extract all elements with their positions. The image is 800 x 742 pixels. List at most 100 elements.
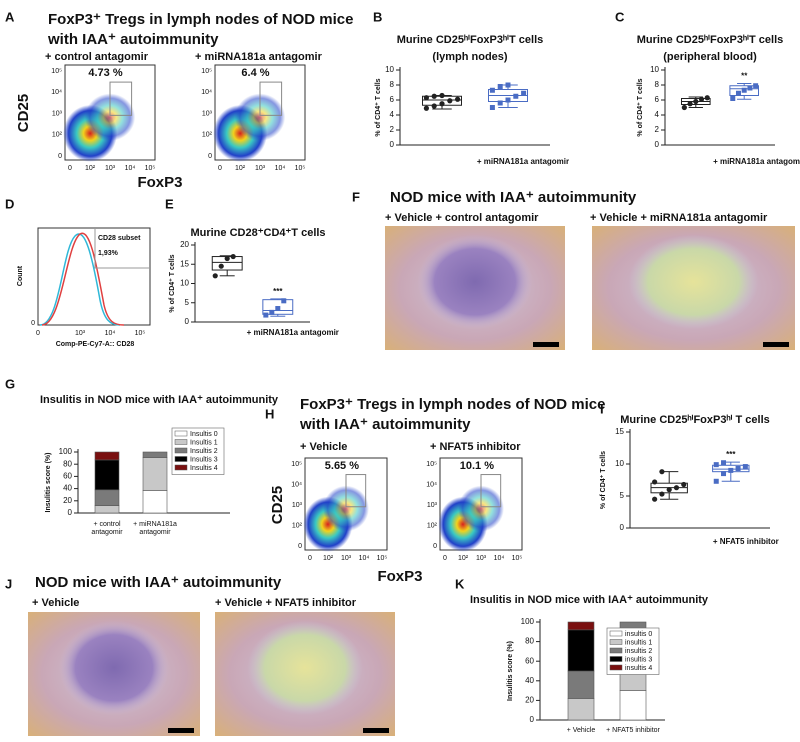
panel-label: H [265, 406, 274, 421]
panel-label: K [455, 576, 465, 591]
hist-x-tick: 10³ [75, 330, 86, 337]
data-point [269, 309, 275, 315]
flow-y-tick: 10² [427, 522, 438, 529]
flow-x-tick: 10³ [255, 165, 266, 172]
data-point [275, 306, 281, 312]
flow-x-tick: 10³ [105, 165, 116, 172]
data-point [721, 471, 727, 477]
bar-segment [94, 459, 120, 491]
x-tick-label: antagomir [91, 529, 123, 536]
chart-title: Murine CD25ʰⁱFoxP3ʰⁱT cells [397, 33, 544, 46]
chart-title: (peripheral blood) [663, 51, 757, 63]
legend-swatch [609, 639, 623, 645]
y-axis-label: % of CD4⁺ T cells [637, 78, 644, 136]
data-point [447, 98, 453, 104]
bar-segment [567, 698, 595, 721]
y-tick-label: 10 [385, 65, 394, 74]
y-tick-label: 20 [63, 496, 72, 505]
flow-y-tick: 0 [208, 153, 212, 160]
y-tick-label: 60 [63, 472, 72, 481]
axis [399, 67, 550, 146]
y-tick-label: 10 [650, 65, 659, 74]
gate [259, 81, 283, 116]
axis-label: FoxP3 [377, 568, 422, 585]
flow-x-tick: 10⁵ [295, 165, 306, 172]
y-tick-label: 80 [525, 637, 534, 646]
condition-label: + Vehicle + control antagomir [385, 212, 539, 224]
y-tick-label: 5 [185, 298, 190, 307]
bar-segment [567, 629, 595, 672]
chart-title: (lymph nodes) [432, 51, 508, 63]
flow-x-tick: 0 [218, 165, 222, 172]
legend-swatch [174, 464, 188, 471]
data-point [263, 312, 269, 318]
flow-y-tick: 10⁵ [201, 68, 212, 75]
y-tick-label: 0 [655, 140, 660, 149]
flow-y-tick: 0 [58, 153, 62, 160]
panel-label: E [165, 196, 174, 211]
flow-y-tick: 10² [202, 132, 213, 139]
data-point [730, 96, 736, 101]
flow-x-tick: 10⁴ [359, 555, 370, 562]
flow-x-tick: 10⁵ [377, 555, 388, 562]
data-point [513, 93, 519, 99]
gate-percent: 6.4 % [241, 67, 269, 79]
y-axis-label: % of CD4⁺ T cells [375, 78, 382, 136]
flow-y-tick: 10⁴ [201, 89, 212, 96]
data-point [659, 491, 665, 497]
hist-gate [94, 228, 150, 269]
flow-x-tick: 10⁴ [494, 555, 505, 562]
flow-y-tick: 10² [52, 132, 63, 139]
x-tick-label: + NFAT5 inhibitor [606, 727, 660, 734]
flow-x-tick: 10⁴ [275, 165, 286, 172]
bar-segment [142, 451, 168, 458]
data-point [659, 469, 665, 475]
data-point [431, 93, 437, 99]
legend-label: Insultis 2 [190, 448, 218, 455]
data-point [281, 298, 287, 304]
data-point [747, 85, 753, 91]
bar-segment [94, 451, 120, 461]
panel-title: NOD mice with IAA⁺ autoimmunity [390, 189, 637, 206]
gate-percent: 5.65 % [325, 460, 359, 472]
data-point [439, 101, 445, 107]
legend-swatch [174, 456, 188, 462]
panel-title: FoxP3⁺ Tregs in lymph nodes of NOD mice [300, 396, 605, 413]
axis [629, 429, 770, 529]
flow-y-tick: 10⁵ [426, 461, 437, 468]
data-point [735, 465, 741, 471]
flow-y-tick: 10⁵ [291, 461, 302, 468]
data-point [721, 460, 727, 466]
condition-label: + Vehicle + miRNA181a antagomir [590, 212, 768, 224]
flow-density [84, 93, 136, 141]
hist-frame [37, 227, 151, 326]
panel-label: J [5, 576, 12, 591]
islet [628, 234, 759, 329]
legend-label: insultis 4 [625, 665, 652, 672]
flow-y-tick: 10⁴ [426, 481, 437, 488]
box [729, 85, 760, 96]
axis-label: CD25 [269, 486, 286, 524]
data-point [742, 464, 748, 470]
scale-bar [533, 342, 559, 347]
flow-x-tick: 10⁴ [125, 165, 136, 172]
data-point [439, 92, 445, 99]
y-tick-label: 15 [180, 259, 189, 268]
data-point [497, 84, 503, 89]
flow-y-tick: 10³ [202, 110, 213, 117]
data-point [735, 90, 741, 96]
flow-x-tick: 10² [458, 555, 469, 562]
y-axis-label: % of CD4⁺ T cells [600, 451, 607, 509]
panel-label: B [373, 9, 382, 24]
axis-label: CD25 [15, 94, 32, 132]
bar-segment [567, 621, 595, 631]
flow-y-tick: 0 [298, 543, 302, 550]
panel-label: D [5, 196, 14, 211]
data-point [224, 255, 230, 262]
legend-label: insultis 0 [625, 631, 652, 638]
legend-label: insultis 2 [625, 648, 652, 655]
x-tick-label: + miRNA181a antagomir [477, 157, 569, 166]
legend-label: insultis 3 [625, 656, 652, 663]
gate-value: 1,93% [98, 250, 119, 257]
y-tick-label: 6 [390, 95, 395, 104]
